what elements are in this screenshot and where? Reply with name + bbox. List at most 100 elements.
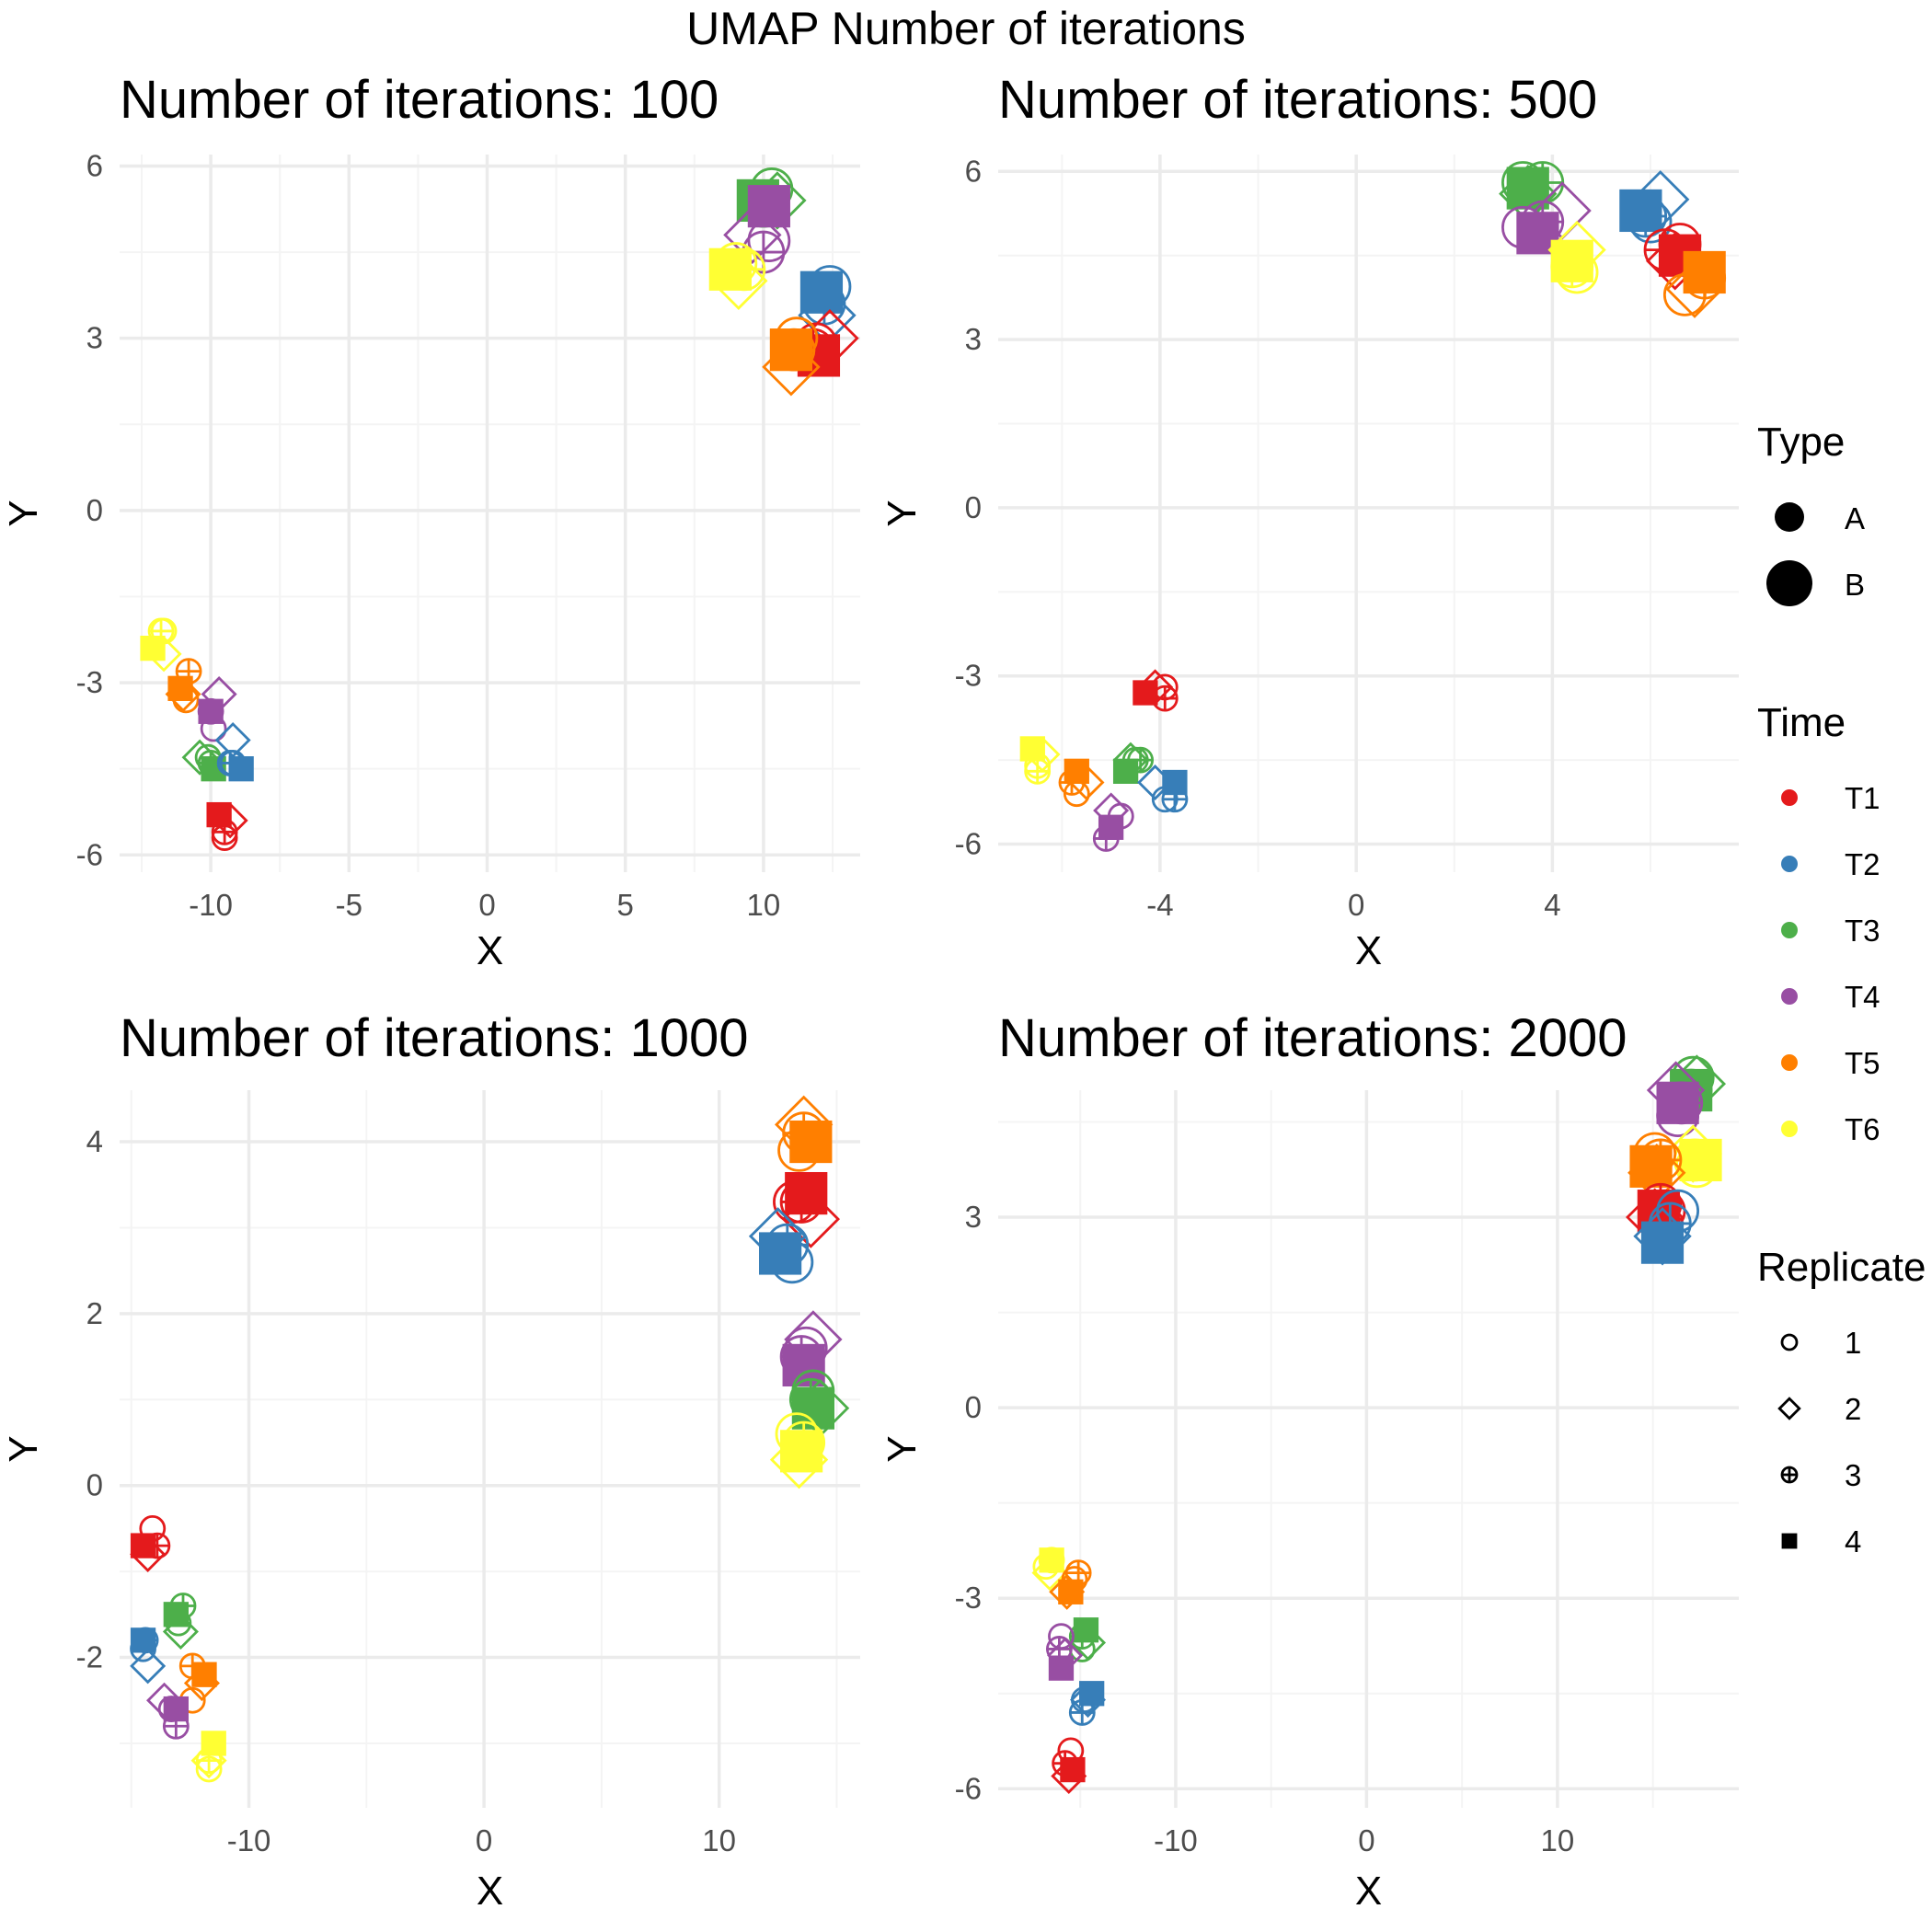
point-t4-rep4 [1656,1081,1699,1124]
y-tick-label: -3 [955,659,982,693]
point-t4-rep4 [198,698,224,724]
legend-time-label: T5 [1845,1046,1880,1080]
legend-replicate-title: Replicate [1757,1245,1926,1290]
point-t4-rep4 [747,185,790,228]
legend-replicate-label: 4 [1845,1524,1861,1558]
point-t2-rep4 [228,756,254,782]
legend-type-title: Type [1757,420,1845,465]
point-t2-rep4 [1640,1221,1685,1264]
legend-time-label: T6 [1845,1112,1880,1146]
point-t5-rep4 [1629,1144,1673,1188]
panel-1: -10 -5 0 5 10 -6 -3 0 3 6 Number of iterations: 10… [1,70,860,973]
point-t6-rep4 [708,247,752,291]
y-tick-label: 3 [965,322,982,356]
y-tick-label: 2 [86,1296,103,1330]
panel-4: -10 0 10 -6 -3 0 3 Number of iterations: 2000 X Y [880,1008,1739,1914]
legend-type-b-label: B [1845,568,1865,602]
point-t2-rep4 [759,1232,802,1275]
legend-replicate-key-3 [1780,1466,1799,1484]
legend-time-key-t5 [1781,1054,1798,1071]
y-tick-label: -6 [76,837,103,871]
legend-time-key-t1 [1781,789,1798,806]
point-t6-rep4 [140,635,166,661]
x-tick-label: -4 [1146,888,1173,922]
panel-title: Number of iterations: 1000 [120,1008,748,1068]
y-axis-label: Y [880,500,925,526]
point-t1-rep4 [130,1533,156,1558]
panels: -10 -5 0 5 10 -6 -3 0 3 6 Number of iterations: 10… [1,70,1739,1914]
point-t2-rep4 [1162,769,1188,796]
y-tick-label: -2 [76,1640,103,1674]
legend-time-key-t2 [1781,856,1798,872]
x-tick-label: 10 [702,1823,736,1857]
point-t1-rep4 [206,801,232,828]
legend-type-b-key [1766,560,1812,606]
x-axis-label: X [1355,1869,1382,1914]
point-t2-rep4 [799,270,844,314]
point-t5-rep4 [191,1662,217,1687]
legend-time-title: Time [1757,700,1846,745]
x-tick-label: -10 [1154,1823,1198,1857]
point-t6-rep4 [1019,736,1045,762]
legend-time-key-t4 [1781,988,1798,1005]
legend-time-label: T4 [1845,980,1880,1014]
point-t4-rep4 [163,1696,189,1722]
point-t5-rep4 [769,328,813,372]
legend-time-key-t3 [1781,922,1798,938]
x-axis-label: X [1355,928,1382,973]
point-t4-rep4 [1048,1655,1075,1681]
point-t6-rep4 [201,1731,226,1756]
point-t2-rep4 [1079,1681,1105,1707]
legend-replicate-label: 2 [1845,1392,1861,1426]
legend-replicate-key-4 [1781,1533,1798,1549]
legend-time-label: T3 [1845,914,1880,948]
y-tick-label: -6 [955,827,982,861]
x-tick-label: 4 [1544,888,1560,922]
y-tick-label: -3 [955,1581,982,1615]
points [140,167,859,851]
point-t5-rep4 [1683,250,1726,294]
y-tick-label: 3 [86,321,103,355]
x-tick-label: 0 [1348,888,1364,922]
legend-replicate-label: 1 [1845,1326,1861,1360]
y-tick-label: 0 [965,1390,982,1424]
y-tick-label: -6 [955,1771,982,1805]
points [1019,161,1727,852]
legend-time-label: T2 [1845,847,1880,881]
y-tick-label: 0 [86,493,103,527]
point-t2-rep2 [130,1648,167,1685]
legend-replicate-key-1 [1780,1333,1799,1351]
point-t3-rep4 [1112,758,1139,784]
point-t1-rep4 [785,1171,828,1215]
panel-2: -4 0 4 -6 -3 0 3 6 Number of iterations: 500 X Y [880,70,1739,973]
y-tick-label: 6 [86,148,103,182]
point-t5-rep4 [1058,1579,1084,1604]
legend-replicate-items: 1 2 3 4 [1777,1326,1861,1558]
x-tick-label: 10 [747,888,781,922]
point-t1-rep4 [1133,680,1158,706]
y-tick-label: -3 [76,665,103,699]
legend-time-label: T1 [1845,781,1880,815]
point-t4-rep4 [1098,814,1124,840]
x-axis-label: X [477,1869,503,1914]
legend-replicate-label: 3 [1845,1458,1861,1492]
y-tick-label: 3 [965,1200,982,1234]
point-t5-rep4 [1064,758,1089,784]
legend: Type A B Time T1 T2 T3 T4 T5 T6 Replicate 1 2 3… [1757,420,1926,1558]
x-tick-label: -10 [227,1823,271,1857]
point-t6-rep4 [1679,1138,1722,1182]
legend-type-a-label: A [1845,501,1865,535]
panel-title: Number of iterations: 100 [120,70,719,130]
y-tick-label: 6 [965,154,982,188]
panel-title: Number of iterations: 500 [998,70,1597,130]
point-t3-rep4 [1073,1617,1099,1643]
legend-time-key-t6 [1781,1121,1798,1137]
x-tick-label: 10 [1541,1823,1575,1857]
x-tick-label: 0 [478,888,495,922]
points [1031,1054,1727,1795]
y-axis-label: Y [1,1435,46,1462]
panel-title: Number of iterations: 2000 [998,1008,1627,1068]
point-t6-rep4 [1550,239,1593,282]
point-t6-rep3 [1024,757,1052,785]
